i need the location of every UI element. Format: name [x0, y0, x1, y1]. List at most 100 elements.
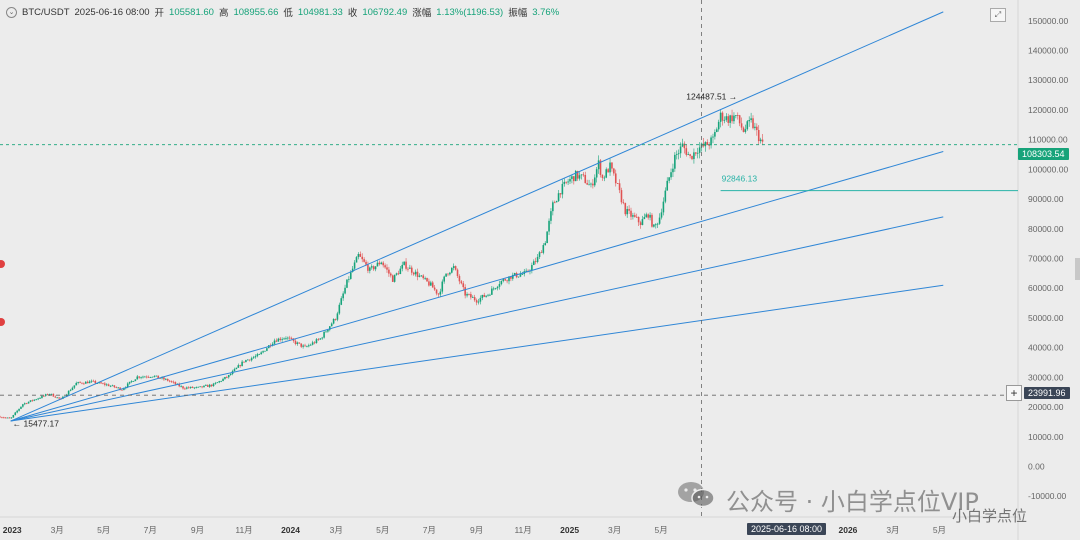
candle: [266, 348, 268, 351]
candle: [567, 181, 569, 183]
candle: [485, 295, 487, 297]
candle: [50, 393, 53, 395]
alert-marker-icon[interactable]: [0, 318, 5, 326]
candle: [186, 387, 188, 389]
candle: [565, 181, 567, 183]
candle: [656, 223, 659, 225]
candle: [601, 174, 604, 178]
candle: [117, 387, 119, 389]
candle: [491, 288, 493, 295]
x-tick-label: 5月: [933, 525, 946, 535]
candle: [454, 266, 457, 270]
trendline[interactable]: [10, 216, 944, 422]
candle: [319, 338, 322, 340]
candle: [105, 384, 108, 386]
candle: [731, 115, 733, 122]
candle: [88, 381, 91, 384]
amplitude-value: 3.76%: [532, 6, 560, 18]
candle: [100, 382, 102, 384]
candle: [386, 267, 388, 270]
candle: [670, 172, 672, 178]
candle: [86, 381, 89, 384]
candle: [182, 386, 184, 389]
candle: [248, 359, 251, 361]
candle: [247, 359, 249, 361]
price-scale-handle[interactable]: [1075, 258, 1080, 280]
candle: [359, 254, 362, 257]
candle: [477, 301, 480, 303]
x-tick-label: 7月: [423, 525, 436, 535]
candle: [710, 137, 712, 146]
candle: [56, 397, 58, 399]
candle: [189, 386, 192, 388]
candle: [281, 339, 283, 341]
trendline[interactable]: [10, 151, 944, 422]
candle: [721, 112, 724, 121]
candle: [77, 382, 79, 383]
x-tick-label: 3月: [51, 525, 64, 535]
candle: [481, 294, 484, 298]
candle: [193, 387, 196, 389]
x-tick-label: 5月: [655, 525, 668, 535]
candle: [609, 162, 611, 173]
trendline[interactable]: [10, 11, 944, 422]
symbol-label[interactable]: BTC/USDT: [22, 6, 70, 18]
candle: [279, 338, 282, 341]
candle: [641, 219, 644, 225]
chart-settings-icon[interactable]: ⌄: [6, 6, 17, 18]
candle: [437, 293, 440, 295]
alert-marker-icon[interactable]: [0, 260, 5, 268]
candle: [306, 346, 308, 348]
candle: [206, 385, 209, 387]
candle: [136, 376, 139, 380]
candle: [65, 394, 68, 397]
candle: [69, 390, 72, 391]
candle: [576, 170, 579, 179]
candle: [382, 262, 384, 266]
candle: [569, 178, 571, 182]
candle: [144, 376, 146, 378]
candle: [311, 342, 314, 345]
candle: [140, 377, 142, 379]
y-tick-label: 110000.00: [1028, 135, 1068, 145]
candle: [239, 365, 242, 367]
close-label: 收: [347, 8, 358, 19]
candle: [288, 337, 291, 339]
candle: [138, 376, 140, 378]
candle: [538, 252, 541, 257]
candle: [163, 377, 165, 380]
candle: [492, 288, 495, 290]
candle: [635, 216, 638, 218]
candle: [502, 279, 505, 281]
horizontal-ray-label: 92846.13: [722, 174, 758, 184]
candle: [733, 115, 735, 122]
candle: [205, 385, 207, 386]
candle: [519, 274, 522, 277]
x-tick-label: 2024: [281, 525, 300, 535]
candle: [447, 273, 449, 275]
candle: [12, 414, 15, 418]
candle: [275, 340, 278, 342]
candle: [372, 266, 375, 270]
candle: [132, 381, 135, 382]
candle: [29, 400, 32, 402]
candle: [0, 416, 1, 418]
candle: [470, 294, 472, 298]
candle: [525, 270, 527, 272]
candle: [147, 376, 150, 378]
candle: [695, 152, 697, 154]
x-tick-label: 5月: [97, 525, 110, 535]
candle: [521, 274, 524, 275]
candle: [48, 394, 51, 395]
candle: [187, 387, 190, 389]
trendline[interactable]: [10, 284, 944, 422]
candle: [27, 401, 30, 404]
candle: [304, 345, 306, 347]
candle: [226, 376, 228, 378]
candle: [439, 291, 442, 295]
add-alert-plus-icon[interactable]: +: [1006, 385, 1022, 401]
screenshot-icon[interactable]: ⤢: [990, 8, 1006, 22]
candle: [607, 169, 609, 173]
candle: [178, 383, 180, 387]
